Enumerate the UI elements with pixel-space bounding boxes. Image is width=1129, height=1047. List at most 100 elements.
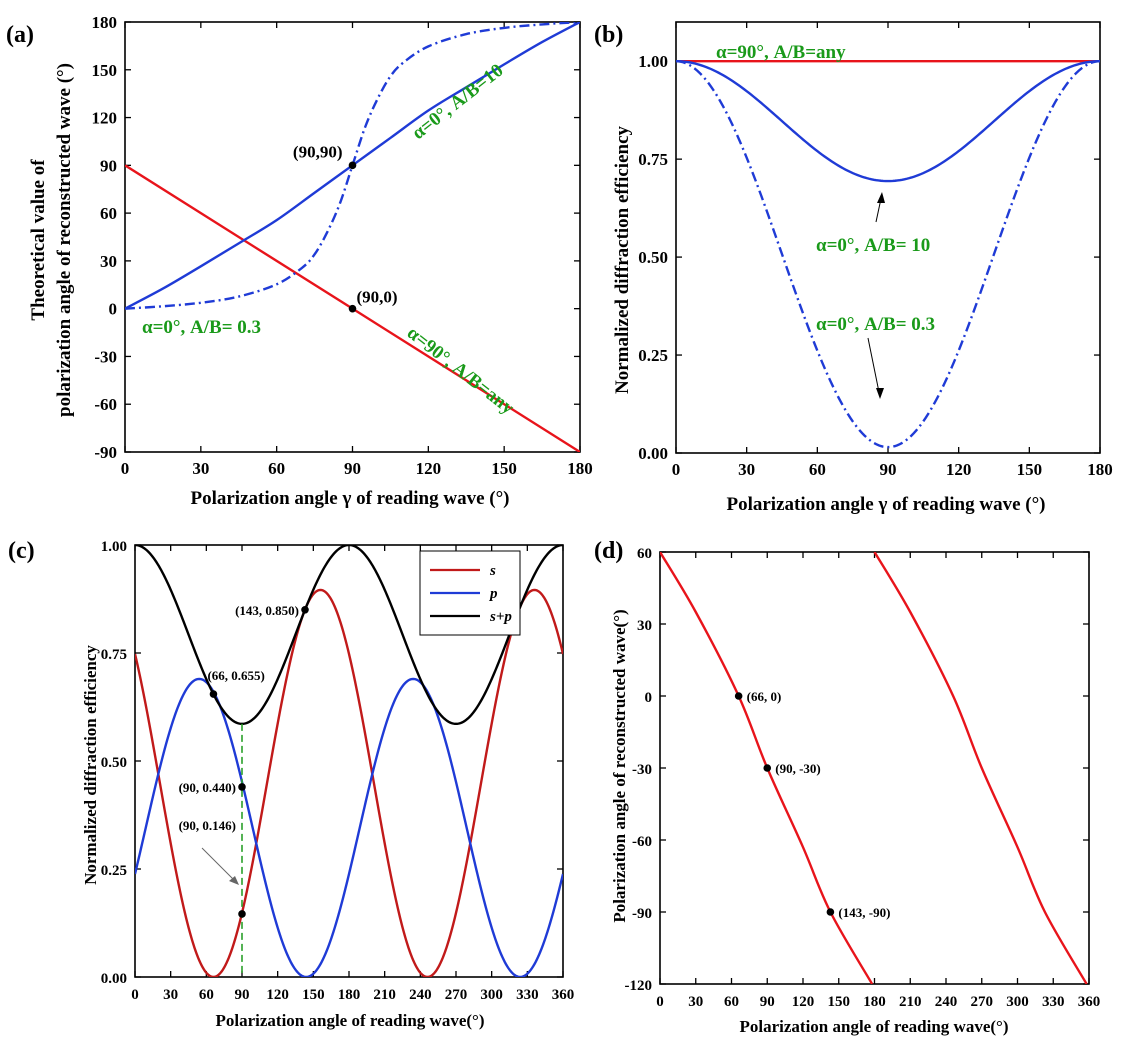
panel-b-arrowhead-ab03 (876, 388, 884, 399)
panel-d-series-red-solid-line (873, 552, 1088, 984)
panel-c-point-label: (90, 0.146) (179, 818, 236, 833)
panel-a-xtick-label: 60 (268, 459, 285, 478)
panel-b-ytick-label: 0.00 (638, 444, 668, 463)
panel-b-ylabel: Normalized diffraction efficiency (612, 125, 633, 394)
panel-c-series-p-line (135, 677, 563, 977)
panel-c-xtick-label: 0 (131, 987, 139, 1003)
panel-c-arrow-0146 (201, 847, 238, 884)
panel-d-xtick-label: 120 (792, 994, 815, 1010)
panel-a-xtick-label: 180 (567, 459, 593, 478)
panel-d-xtick-label: 210 (899, 994, 922, 1010)
panel-d-ytick-label: -120 (625, 978, 653, 994)
panel-b-ytick-label: 0.25 (638, 346, 668, 365)
panel-d-xtick-label: 300 (1006, 994, 1029, 1010)
panel-a-xtick-label: 150 (491, 459, 517, 478)
panel-c-point-label: (66, 0.655) (207, 668, 264, 683)
panel-c-xtick-label: 330 (516, 987, 539, 1003)
panel-b: (b) 0 30 60 90 120 150 180 0.00 0.25 0.50 0.75 1.00… (594, 21, 1113, 515)
panel-c-xtick-label: 90 (235, 987, 250, 1003)
panel-a-ytick-label: -30 (94, 347, 117, 366)
panel-a-ytick-label: 30 (100, 252, 117, 271)
panel-d-xtick-label: 360 (1078, 994, 1101, 1010)
panel-a-label: (a) (6, 22, 34, 48)
panel-d-ylabel: Polarization angle of reconstructed wave… (610, 609, 629, 922)
panel-d-ytick-label: -30 (632, 762, 652, 778)
panel-d-xtick-label: 60 (724, 994, 739, 1010)
panel-d-point-marker (763, 764, 772, 772)
panel-a-xlabel: Polarization angle γ of reading wave (°) (190, 488, 509, 509)
panel-d-point-label: (143, -90) (838, 905, 890, 920)
panel-d-point-marker (826, 908, 835, 916)
panel-c-series-s-line (135, 588, 563, 977)
panel-c-xtick-label: 150 (302, 987, 325, 1003)
panel-d-ytick-label: -90 (632, 906, 652, 922)
panel-b-annot-any: α=90°, A/B=any (716, 42, 846, 63)
panel-a-point-marker (348, 304, 357, 313)
panel-d-xtick-label: 0 (656, 994, 664, 1010)
panel-a: (a) 0 30 60 90 120 150 180 -90 -60 -30 0 30 60 90 120 1… (6, 13, 593, 509)
panel-d-xtick-label: 150 (828, 994, 851, 1010)
panel-c-point-marker (238, 910, 246, 918)
panel-d-xtick-label: 30 (688, 994, 703, 1010)
panel-b-annot-ab10: α=0°, A/B= 10 (816, 235, 930, 256)
panel-a-ytick-label: 90 (100, 156, 117, 175)
panel-d-xtick-label: 90 (760, 994, 775, 1010)
panel-c-ytick-label: 1.00 (101, 539, 127, 555)
panel-a-ylabel-line2: polarization angle of reconstructed wave… (54, 63, 75, 417)
panel-d-ytick-label: 60 (637, 546, 652, 562)
panel-c: (c) 0 30 60 90 120 150 180 210 240 270 300 330 360 0.… (8, 538, 574, 1030)
panel-a-ytick-label: 60 (100, 204, 117, 223)
panel-b-ytick-label: 0.75 (638, 150, 668, 169)
panel-c-point-label: (90, 0.440) (179, 780, 236, 795)
panel-c-ytick-label: 0.00 (101, 971, 127, 987)
panel-d-ytick-label: 0 (645, 690, 653, 706)
panel-b-series-blue-dashdot-line (676, 59, 1100, 449)
panel-d-xtick-label: 270 (971, 994, 994, 1010)
panel-d-xlabel: Polarization angle of reading wave(°) (739, 1017, 1008, 1036)
panel-c-ytick-label: 0.75 (101, 647, 127, 663)
panel-c-xtick-label: 300 (480, 987, 503, 1003)
panel-c-xtick-label: 180 (338, 987, 361, 1003)
panel-a-ytick-label: 120 (92, 109, 118, 128)
panel-a-ytick-label: -60 (94, 395, 117, 414)
panel-c-xtick-label: 270 (445, 987, 468, 1003)
panel-a-frame (124, 21, 581, 453)
panel-b-xtick-label: 150 (1017, 460, 1043, 479)
panel-b-plot: 0 30 60 90 120 150 180 0.00 0.25 0.50 0.75 1.00 (638, 21, 1113, 479)
panel-b-arrow-ab03 (867, 337, 881, 398)
panel-a-xtick-label: 120 (416, 459, 442, 478)
panel-c-legend: s p s+p (419, 550, 521, 636)
panel-a-ytick-label: 0 (109, 300, 118, 319)
panel-d-point-label: (90, -30) (775, 761, 821, 776)
panel-c-point-marker (301, 606, 309, 614)
panel-a-annot-ab03: α=0°, A/B= 0.3 (142, 317, 261, 338)
panel-a-point-marker (348, 161, 357, 170)
legend-label-s: s (489, 563, 496, 579)
panel-a-xtick-label: 30 (192, 459, 209, 478)
panel-d-plot: 0 30 60 90 120 150 180 210 240 270 300 330 360-120-9… (625, 546, 1101, 1010)
panel-a-ytick-label: -90 (94, 443, 117, 462)
panel-b-ytick-label: 1.00 (638, 52, 668, 71)
panel-d-xtick-label: 180 (863, 994, 886, 1010)
panel-c-series-s+p-line (135, 545, 563, 726)
panel-c-arrowhead-0146 (229, 876, 239, 885)
panel-d-xtick-label: 240 (935, 994, 958, 1010)
panel-b-xtick-label: 30 (738, 460, 755, 479)
panel-b-xtick-label: 60 (809, 460, 826, 479)
panel-d-ytick-label: -60 (632, 834, 652, 850)
legend-label-p: p (488, 586, 498, 602)
panel-c-point-marker (238, 783, 246, 791)
panel-c-point-label: (143, 0.850) (235, 603, 299, 618)
panel-c-xtick-label: 30 (163, 987, 178, 1003)
panel-d-xtick-label: 330 (1042, 994, 1065, 1010)
panel-c-xtick-label: 360 (552, 987, 575, 1003)
panel-a-ytick-label: 150 (92, 61, 118, 80)
panel-b-arrowhead-ab10 (877, 192, 885, 203)
panel-d-ytick-label: 30 (637, 618, 652, 634)
panel-a-ylabel-line1: Theoretical value of (28, 159, 49, 321)
panel-b-ytick-label: 0.50 (638, 248, 668, 267)
panel-a-annot-ab10: α=0°, A/B=10 (408, 60, 507, 144)
panel-a-annot-any: α=90°, A/B=any (403, 322, 518, 419)
panel-b-xlabel: Polarization angle γ of reading wave (°) (726, 494, 1045, 515)
